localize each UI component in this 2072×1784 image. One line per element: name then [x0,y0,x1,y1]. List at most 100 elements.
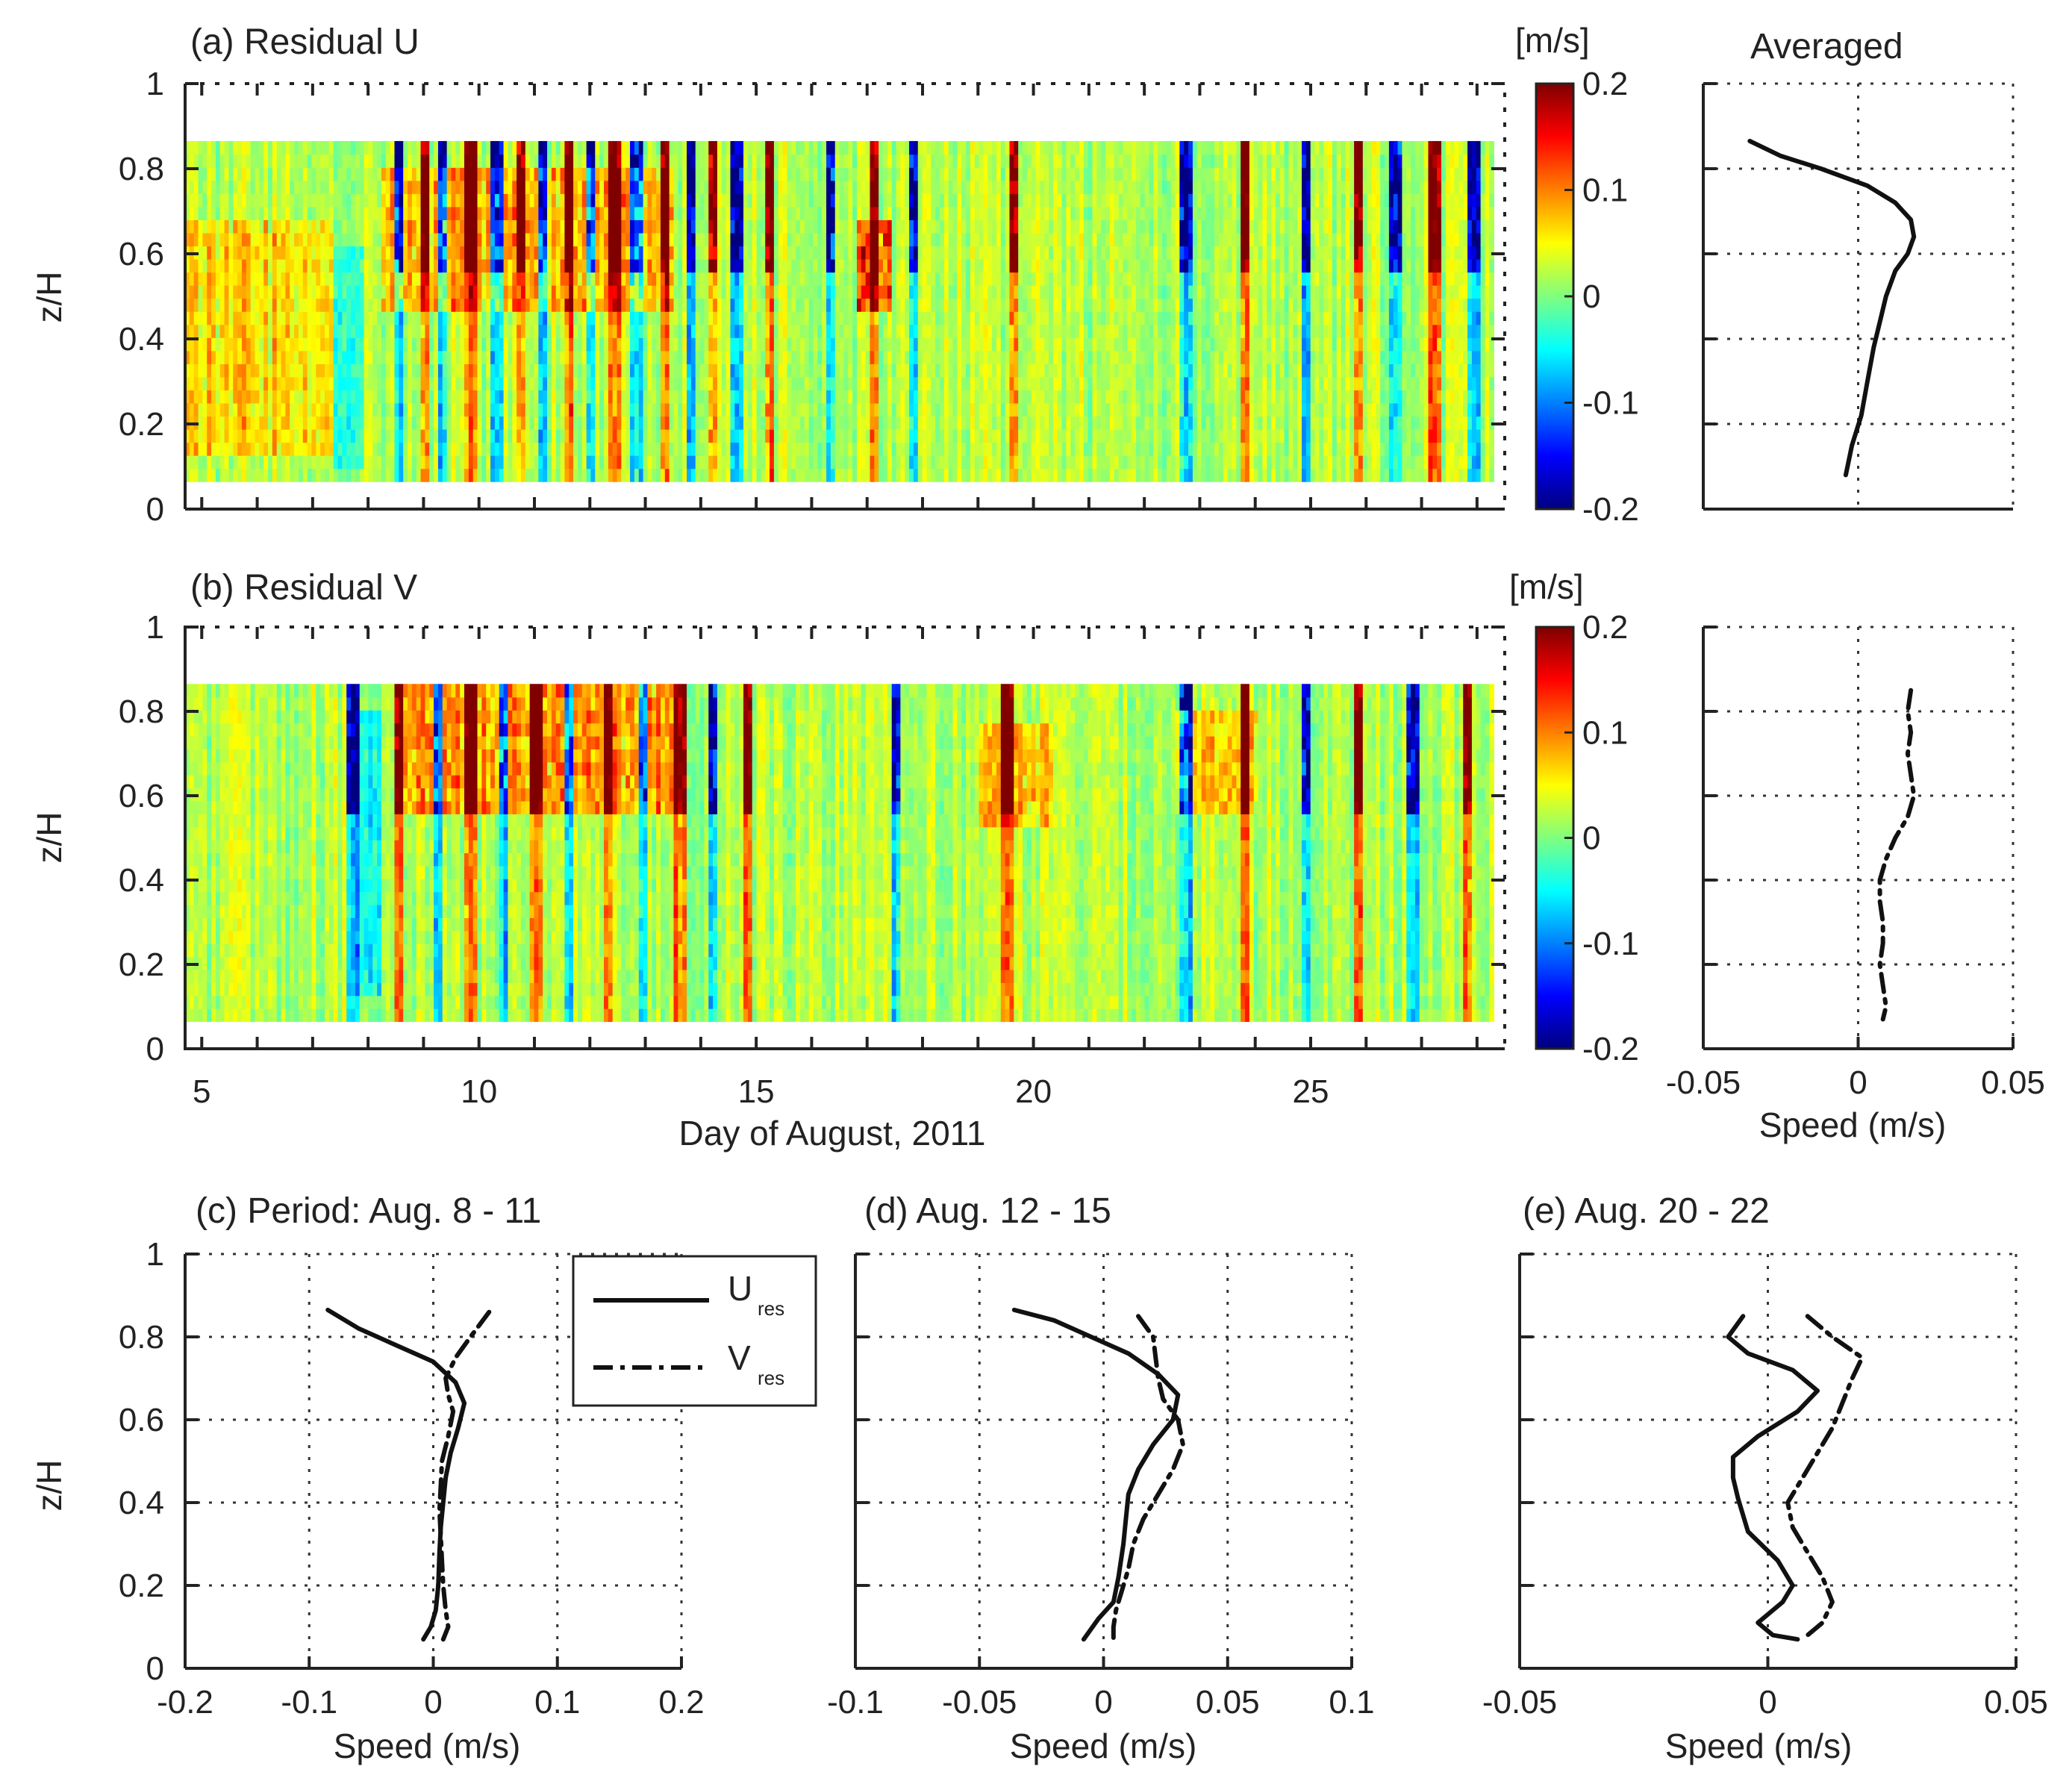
heatmap-a-cell [363,193,369,208]
heatmap-a-cell [241,455,247,470]
heatmap-a-cell [717,337,723,352]
heatmap-a-cell [870,376,876,390]
heatmap-a-cell [394,324,400,338]
heatmap-a-cell [224,324,230,338]
heatmap-a-cell [259,284,264,299]
heatmap-a-cell [900,193,906,208]
heatmap-a-cell [900,402,906,417]
heatmap-a-cell [285,246,291,260]
heatmap-a-cell [721,455,727,470]
heatmap-a-cell [721,232,727,247]
heatmap-a-cell [342,284,348,299]
heatmap-a-cell [207,311,212,325]
heatmap-a-cell [926,442,932,456]
heatmap-a-cell [385,154,391,168]
heatmap-a-cell [782,337,788,352]
heatmap-a-cell [547,455,552,470]
heatmap-a-cell [517,442,522,456]
heatmap-a-cell [717,219,723,234]
heatmap-a-cell [891,298,897,312]
heatmap-a-cell [246,206,252,220]
heatmap-a-cell [704,206,710,220]
heatmap-a-cell [834,206,840,220]
heatmap-a-cell [263,193,269,208]
heatmap-a-cell [660,246,666,260]
heatmap-a-cell [852,468,858,482]
heatmap-a-cell [773,376,779,390]
heatmap-a-cell [451,376,457,390]
heatmap-a-cell [228,180,234,194]
heatmap-a-cell [543,376,548,390]
heatmap-a-cell [704,219,710,234]
heatmap-a-cell [503,167,509,181]
heatmap-a-cell [839,246,845,260]
heatmap-a-cell [782,272,788,286]
heatmap-a-cell [948,258,954,273]
heatmap-a-cell [669,324,675,338]
heatmap-a-cell [617,442,622,456]
heatmap-a-cell [529,232,535,247]
heatmap-a-cell [337,428,343,443]
heatmap-a-cell [905,468,910,482]
heatmap-a-cell [246,350,252,364]
heatmap-a-cell [638,402,644,417]
heatmap-a-cell [848,272,853,286]
heatmap-a-cell [255,232,260,247]
heatmap-a-cell [512,428,517,443]
heatmap-a-cell [281,298,287,312]
heatmap-a-cell [499,376,505,390]
heatmap-a-cell [372,324,378,338]
heatmap-a-cell [503,206,509,220]
heatmap-a-cell [652,154,657,168]
heatmap-a-cell [808,258,814,273]
heatmap-a-cell [573,402,578,417]
heatmap-a-cell [425,364,431,378]
heatmap-a-cell [472,258,478,273]
heatmap-a-cell [529,468,535,482]
heatmap-a-cell [926,140,932,155]
heatmap-a-cell [503,298,509,312]
heatmap-a-cell [359,246,365,260]
heatmap-a-cell [508,167,514,181]
heatmap-a-cell [263,442,269,456]
heatmap-a-cell [638,428,644,443]
heatmap-a-cell [900,258,906,273]
heatmap-a-cell [983,167,989,181]
heatmap-a-cell [551,455,557,470]
heatmap-a-cell [586,246,592,260]
heatmap-a-cell [211,402,216,417]
heatmap-a-cell [268,167,273,181]
heatmap-a-cell [311,324,317,338]
heatmap-a-cell [437,442,443,456]
heatmap-a-cell [730,154,736,168]
heatmap-a-cell [577,468,583,482]
heatmap-a-cell [434,416,439,430]
heatmap-a-cell [250,258,256,273]
heatmap-a-cell [189,402,195,417]
heatmap-a-cell [717,154,723,168]
heatmap-a-cell [494,246,500,260]
heatmap-a-cell [381,258,387,273]
heatmap-a-cell [682,442,687,456]
heatmap-a-cell [429,206,434,220]
heatmap-a-cell [494,167,500,181]
heatmap-a-cell [446,376,452,390]
heatmap-a-cell [468,416,474,430]
heatmap-a-cell [987,246,993,260]
heatmap-a-cell [333,468,339,482]
heatmap-a-cell [547,442,552,456]
heatmap-a-cell [420,232,426,247]
heatmap-a-cell [822,350,827,364]
heatmap-a-cell [870,206,876,220]
heatmap-a-cell [970,258,976,273]
heatmap-a-cell [316,402,321,417]
heatmap-a-cell [634,140,640,155]
heatmap-a-cell [917,154,923,168]
heatmap-a-cell [198,428,204,443]
heatmap-a-cell [690,390,696,404]
heatmap-a-cell [185,468,190,482]
heatmap-a-cell [224,284,230,299]
heatmap-a-cell [678,167,683,181]
heatmap-a-cell [512,468,517,482]
heatmap-a-cell [337,232,343,247]
